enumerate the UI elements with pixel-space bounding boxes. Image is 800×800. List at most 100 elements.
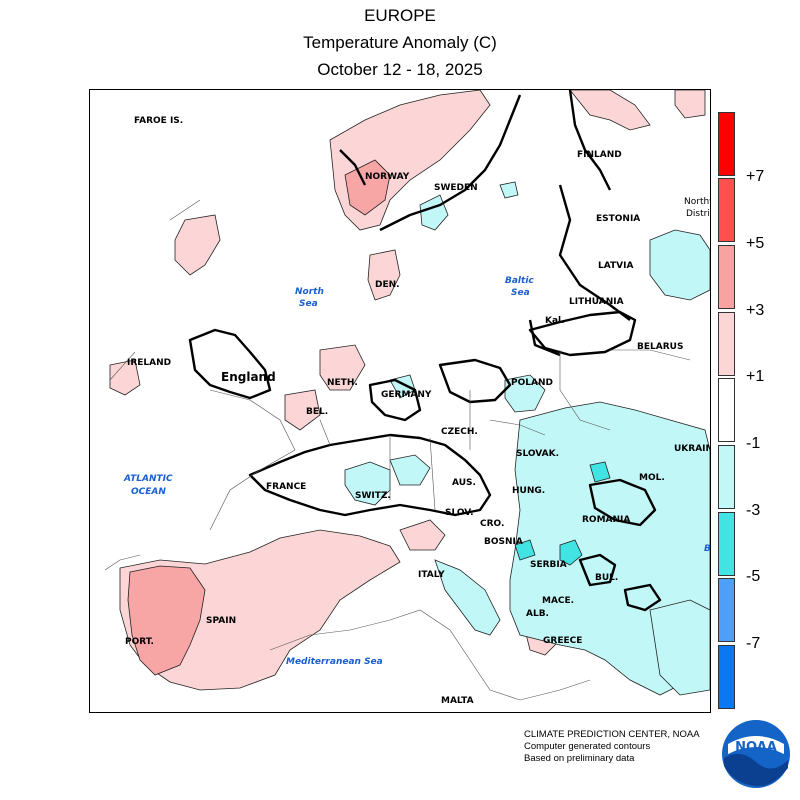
denmark-warm-area: [367, 249, 401, 301]
label-belarus: BELARUS: [637, 342, 684, 352]
legend-tick-label: +1: [746, 368, 765, 385]
label-faroe: FAROE IS.: [134, 116, 184, 126]
label-moldova: MOL.: [639, 473, 665, 483]
label-northwest-district-2: Distri: [686, 209, 710, 219]
turkey-cool-area: [649, 599, 710, 696]
legend-swatch: [718, 578, 735, 642]
legend-tick-label: +7: [746, 168, 765, 185]
legend-swatch: [718, 512, 735, 576]
country-borders: [104, 199, 691, 701]
label-romania: ROMANIA: [582, 515, 631, 525]
label-poland: POLAND: [511, 378, 553, 388]
serbia-strong-cool: [514, 539, 536, 561]
label-north-sea-1: North: [295, 287, 324, 297]
finland-warm-area: [569, 90, 651, 131]
alps-cool-area: [344, 461, 391, 506]
iberia-core-warm: [127, 565, 206, 676]
map-product-title: Temperature Anomaly (C): [303, 33, 497, 52]
legend-swatch: [718, 645, 735, 709]
coastline-west: [104, 199, 296, 571]
legend-tick-label: -5: [746, 568, 761, 585]
label-bulgaria: BUL.: [595, 573, 619, 583]
map-canvas: [104, 90, 710, 701]
legend-tick-label: +3: [746, 302, 765, 319]
strong-warm-anomaly: [127, 159, 391, 676]
label-serbia: SERBIA: [530, 560, 567, 570]
baltic-contour: [528, 310, 637, 357]
strong-cool-anomaly: [514, 461, 611, 566]
legend-swatch: [718, 378, 735, 442]
label-spain: SPAIN: [206, 616, 237, 626]
label-atlantic-1: ATLANTIC: [124, 474, 173, 484]
label-norway: NORWAY: [365, 172, 410, 182]
label-macedonia: MACE.: [542, 596, 575, 606]
greece-contour: [623, 583, 662, 612]
border-east: [489, 349, 691, 436]
zero-contours: [188, 90, 662, 612]
label-malta: MALTA: [441, 696, 474, 706]
label-northwest-district-1: Northw: [684, 197, 710, 207]
map-region-title: EUROPE: [364, 6, 436, 25]
romania-contour: [588, 478, 657, 527]
label-slovakia: SLOVAK.: [516, 449, 560, 459]
scandinavia-contour: [379, 94, 522, 232]
label-germany: GERMANY: [381, 390, 432, 400]
label-austria: AUS.: [452, 478, 476, 488]
legend-tick-label: -3: [746, 502, 761, 519]
balkan-strong-cool: [559, 539, 583, 566]
label-lithuania: LITHUANIA: [569, 297, 624, 307]
label-estonia: ESTONIA: [596, 214, 641, 224]
legend-tick-label: -1: [746, 435, 761, 452]
label-greece: GREECE: [543, 636, 583, 646]
norway-coast-contour: [339, 149, 367, 186]
italy-north-warm-area: [399, 519, 446, 551]
poland-contour: [438, 358, 512, 404]
label-baltic-sea-2: Sea: [511, 288, 530, 298]
legend-swatch: [718, 445, 735, 509]
romania-strong-cool: [589, 461, 611, 483]
label-slovenia: SLOV.: [445, 508, 474, 518]
coastline-med: [269, 609, 591, 701]
italy-south-cool-area: [434, 559, 501, 636]
poland-cool-area: [504, 374, 546, 413]
legend-tick-label: -7: [746, 635, 761, 652]
label-england: England: [221, 370, 276, 384]
credit-data-note: Based on preliminary data: [524, 753, 635, 764]
label-czech: CZECH.: [441, 427, 478, 437]
label-baltic-sea-1: Baltic: [505, 276, 534, 286]
label-netherlands: NETH.: [327, 378, 358, 388]
legend-tick-label: +5: [746, 235, 765, 252]
legend-swatch: [718, 245, 735, 309]
label-black-sea-partial: B: [704, 544, 711, 554]
cool-anomaly-areas: [344, 181, 710, 696]
anomaly-map: FAROE IS. NORWAY SWEDEN FINLAND ESTONIA …: [89, 89, 711, 713]
label-sweden: SWEDEN: [434, 183, 478, 193]
credit-agency: CLIMATE PREDICTION CENTER, NOAA: [524, 729, 700, 740]
scandinavia-warm-area: [329, 90, 491, 231]
central-europe-contour: [248, 433, 492, 517]
belarus-contour: [528, 319, 561, 357]
label-hungary: HUNG.: [512, 486, 546, 496]
label-italy: ITALY: [418, 570, 445, 580]
label-latvia: LATVIA: [598, 261, 634, 271]
label-ireland: IRELAND: [127, 358, 172, 368]
label-atlantic-2: OCEAN: [131, 487, 166, 497]
border-central: [319, 390, 471, 511]
legend-swatch: [718, 178, 735, 242]
baltic-east-cool-area: [649, 229, 710, 301]
label-kaliningrad: Kal.: [545, 316, 565, 326]
sweden-cool-area: [419, 194, 449, 231]
label-croatia: CRO.: [480, 519, 505, 529]
bulgaria-contour: [578, 553, 617, 587]
gotland-cool-spot: [499, 181, 519, 199]
baltic-east-contour: [558, 184, 631, 321]
germany-contour: [368, 378, 422, 422]
label-bosnia: BOSNIA: [484, 537, 523, 547]
legend-swatch: [718, 112, 735, 176]
legend-swatch: [718, 312, 735, 376]
label-portugal: PORT.: [125, 637, 154, 647]
label-switzerland: SWITZ.: [355, 491, 391, 501]
belgium-warm-area: [284, 389, 321, 431]
label-north-sea-2: Sea: [299, 299, 318, 309]
label-finland: FINLAND: [577, 150, 622, 160]
